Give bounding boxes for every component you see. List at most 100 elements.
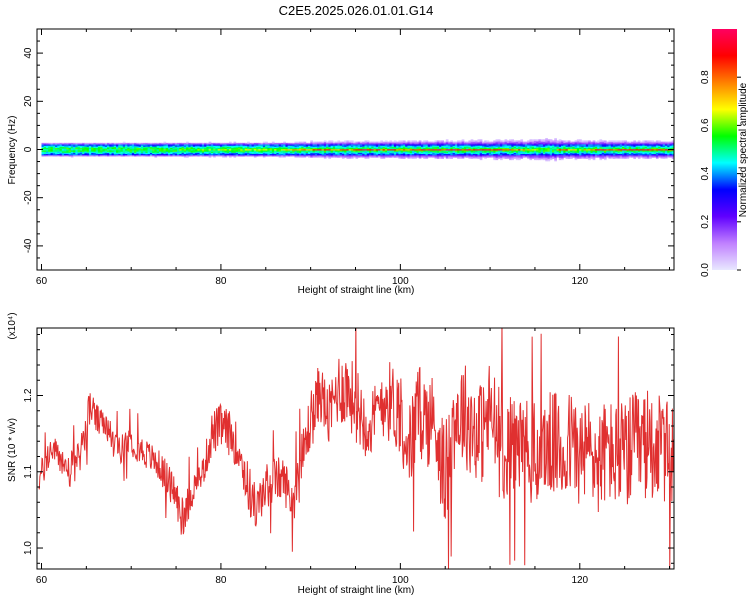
heatmap-cell [292, 154, 295, 157]
heatmap-cell [635, 150, 639, 152]
heatmap-cell [222, 150, 225, 152]
heatmap-cell [97, 153, 101, 156]
heatmap-cell [466, 151, 469, 153]
heatmap-cell [572, 144, 576, 146]
heatmap-cell [658, 151, 661, 153]
heatmap-cell [360, 141, 363, 144]
heatmap-cell [256, 151, 259, 153]
heatmap-cell [84, 148, 88, 151]
heatmap-cell [161, 152, 164, 155]
heatmap-cell [258, 148, 262, 151]
heatmap-cell [500, 141, 503, 144]
heatmap-cell [599, 140, 603, 143]
heatmap-cell [378, 142, 381, 145]
heatmap-cell [457, 156, 460, 158]
heatmap-cell [308, 148, 311, 151]
heatmap-cell [136, 147, 140, 150]
heatmap-cell [143, 154, 146, 157]
heatmap-cell [522, 148, 526, 151]
heatmap-cell [50, 153, 54, 156]
heatmap-cell [572, 148, 576, 151]
heatmap-cell [405, 151, 408, 153]
heatmap-cell [262, 145, 266, 147]
heatmap-cell [432, 146, 435, 149]
heatmap-cell [617, 156, 621, 158]
heatmap-cell [423, 144, 426, 146]
heatmap-cell [204, 144, 207, 146]
heatmap-cell [518, 158, 521, 161]
heatmap-cell [75, 147, 79, 150]
heatmap-cell [479, 140, 483, 143]
heatmap-cell [454, 151, 458, 153]
heatmap-cell [380, 157, 383, 159]
heatmap-cell [208, 153, 212, 156]
heatmap-cell [484, 147, 487, 150]
heatmap-cell [567, 154, 571, 157]
heatmap-cell [199, 145, 203, 147]
heatmap-cell [86, 142, 90, 145]
heatmap-cell [459, 157, 463, 159]
heatmap-cell [285, 147, 289, 150]
heatmap-cell [323, 150, 327, 152]
heatmap-cell [382, 144, 386, 146]
heatmap-cell [518, 146, 521, 149]
heatmap-cell [165, 147, 169, 150]
heatmap-cell [538, 150, 542, 152]
heatmap-cell [470, 142, 474, 145]
heatmap-cell [204, 154, 207, 157]
heatmap-cell [513, 157, 517, 159]
heatmap-cell [619, 156, 623, 158]
heatmap-cell [445, 154, 449, 157]
heatmap-cell [109, 148, 112, 151]
heatmap-cell [646, 147, 650, 150]
heatmap-cell [299, 156, 302, 158]
heatmap-cell [312, 156, 316, 158]
heatmap-cell [522, 152, 526, 155]
heatmap-cell [127, 148, 130, 151]
heatmap-cell [378, 148, 381, 151]
heatmap-cell [231, 144, 234, 146]
heatmap-cell [556, 151, 560, 153]
heatmap-cell [500, 145, 503, 147]
heatmap-cell [265, 152, 268, 155]
heatmap-cell [127, 154, 130, 157]
heatmap-cell [565, 147, 569, 150]
heatmap-cell [637, 148, 641, 151]
heatmap-cell [305, 154, 309, 157]
heatmap-cell [149, 154, 153, 157]
heatmap-cell [509, 147, 512, 150]
heatmap-cell [642, 145, 646, 147]
heatmap-cell [382, 147, 386, 150]
heatmap-cell [477, 144, 481, 146]
heatmap-cell [565, 148, 569, 151]
heatmap-cell [536, 146, 539, 149]
heatmap-cell [384, 153, 388, 156]
heatmap-cell [247, 153, 250, 156]
heatmap-cell [138, 142, 142, 145]
heatmap-cell [143, 148, 146, 151]
y-tick-label: 20 [23, 95, 34, 107]
heatmap-cell [540, 145, 544, 147]
heatmap-cell [617, 153, 621, 156]
heatmap-cell [511, 145, 515, 147]
heatmap-cell [314, 156, 318, 158]
heatmap-cell [97, 154, 101, 157]
heatmap-cell [393, 141, 397, 144]
heatmap-cell [669, 150, 673, 152]
heatmap-cell [335, 150, 338, 152]
heatmap-cell [506, 140, 510, 143]
heatmap-cell [167, 146, 171, 149]
heatmap-cell [57, 152, 60, 155]
heatmap-cell [662, 150, 666, 152]
heatmap-cell [506, 150, 510, 152]
heatmap-cell [529, 154, 533, 157]
heatmap-cell [50, 147, 54, 150]
heatmap-cell [283, 152, 286, 155]
heatmap-cell [186, 147, 189, 150]
heatmap-cell [305, 152, 309, 155]
heatmap-cell [396, 141, 399, 144]
heatmap-cell [391, 150, 395, 152]
heatmap-cell [235, 145, 239, 147]
